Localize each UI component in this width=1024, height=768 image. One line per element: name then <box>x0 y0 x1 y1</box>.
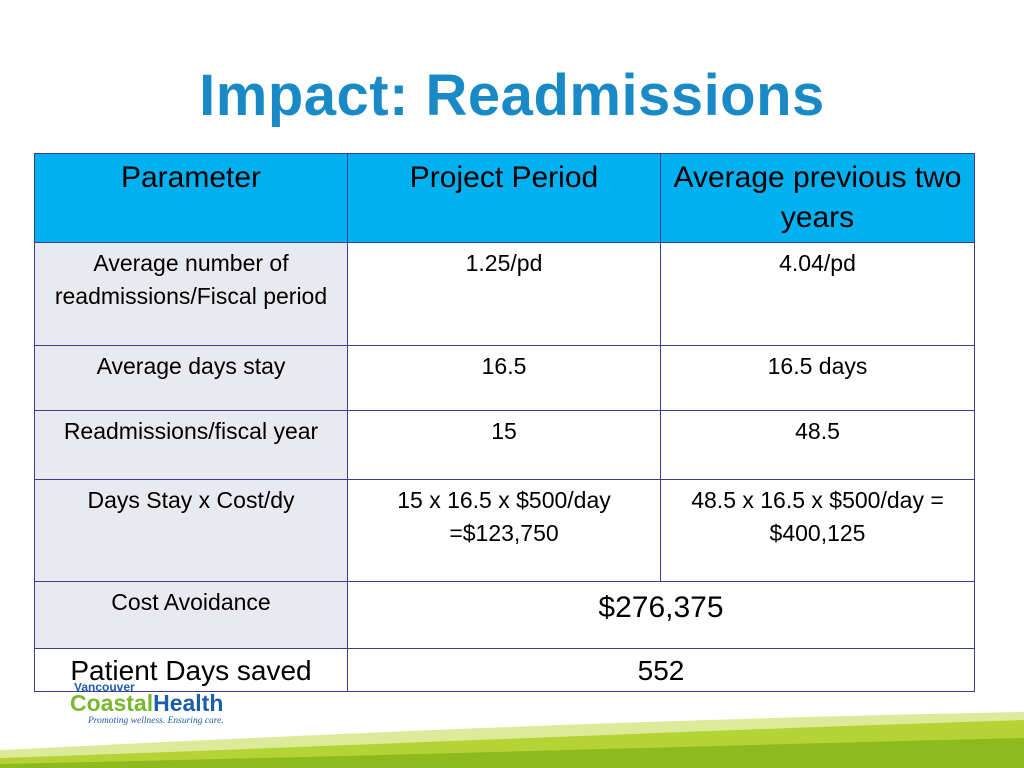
previous-years-cell: 48.5 x 16.5 x $500/day = $400,125 <box>660 479 975 582</box>
green-wave-decoration <box>0 712 1024 768</box>
project-period-cell: 15 <box>347 410 661 480</box>
logo-top-text: Vancouver <box>74 683 135 691</box>
project-period-cell: 1.25/pd <box>347 242 661 346</box>
logo-coastal: Coastal <box>70 690 154 716</box>
header-project-period: Project Period <box>347 153 661 243</box>
parameter-cell: Days Stay x Cost/dy <box>34 479 348 582</box>
slide-title: Impact: Readmissions <box>199 63 825 128</box>
table-row: Patient Days saved 552 <box>34 648 975 692</box>
vancouver-coastal-health-logo: Vancouver CoastalHealth Promoting wellne… <box>70 683 250 733</box>
wave-dark <box>0 738 1024 768</box>
table-row: Average days stay 16.5 16.5 days <box>34 345 975 411</box>
logo-health: Health <box>153 690 224 716</box>
table-row: Days Stay x Cost/dy 15 x 16.5 x $500/day… <box>34 479 975 582</box>
previous-years-cell: 48.5 <box>660 410 975 480</box>
header-average-previous: Average previous two years <box>660 153 975 243</box>
previous-years-cell: 4.04/pd <box>660 242 975 346</box>
parameter-cell: Patient Days saved <box>34 648 348 692</box>
logo-tagline: Promoting wellness. Ensuring care. <box>88 716 224 726</box>
readmissions-table: Parameter Project Period Average previou… <box>34 153 975 692</box>
parameter-cell: Average number of readmissions/Fiscal pe… <box>34 242 348 346</box>
logo-wordmark: CoastalHealth <box>70 690 223 717</box>
table-row: Readmissions/fiscal year 15 48.5 <box>34 410 975 480</box>
project-period-cell: 15 x 16.5 x $500/day =$123,750 <box>347 479 661 582</box>
project-period-cell: 16.5 <box>347 345 661 411</box>
parameter-cell: Average days stay <box>34 345 348 411</box>
parameter-cell: Readmissions/fiscal year <box>34 410 348 480</box>
header-parameter: Parameter <box>34 153 348 243</box>
table-row: Cost Avoidance $276,375 <box>34 581 975 649</box>
cost-avoidance-value: $276,375 <box>347 581 975 649</box>
previous-years-cell: 16.5 days <box>660 345 975 411</box>
table-row: Average number of readmissions/Fiscal pe… <box>34 242 975 346</box>
parameter-cell: Cost Avoidance <box>34 581 348 649</box>
patient-days-saved-value: 552 <box>347 648 975 692</box>
table-header-row: Parameter Project Period Average previou… <box>34 153 975 243</box>
